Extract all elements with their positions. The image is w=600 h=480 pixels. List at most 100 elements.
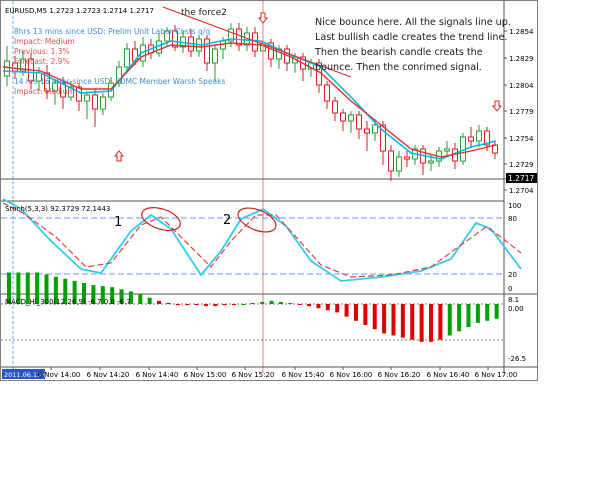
macd-bar (466, 304, 471, 328)
signal-arrow-icon (113, 150, 125, 162)
chart-window[interactable]: the force2 EURUSD,M5 1.2723 1.2723 1.271… (0, 0, 538, 381)
candle-body (116, 66, 122, 84)
candle-body (364, 128, 370, 134)
time-tick: 6 Nov 16:20 (378, 371, 421, 379)
macd-bar (269, 300, 274, 304)
macd-bar (250, 302, 255, 304)
candle-body (172, 30, 178, 48)
macd-bar (35, 272, 40, 304)
macd-bar (232, 304, 237, 306)
macd-bar (213, 304, 218, 307)
moving-average-slow (2, 42, 497, 158)
macd-bar (335, 304, 340, 313)
macd-bar (166, 302, 171, 304)
stoch-tick-80: 80 (508, 215, 517, 223)
news-previous-1: Previous: 1.3% (14, 47, 70, 56)
candle-body (68, 86, 74, 98)
stochastic-signal-line (2, 202, 522, 278)
news-impact-1: Impact: Medium (14, 37, 75, 46)
candle-body (444, 148, 450, 152)
macd-bar (175, 304, 180, 306)
main-price-pane[interactable]: the force2 EURUSD,M5 1.2723 1.2723 1.271… (1, 1, 537, 373)
candle-body (324, 84, 330, 102)
price-axis: 1.2854 1.2829 1.2804 1.2779 1.2754 1.2729 1.27… (504, 28, 534, 195)
macd-bar (447, 304, 452, 336)
price-tick: 1.2729 (509, 161, 534, 169)
news-headline-1: 8hrs 13 mins since USD: Prelim Unit Labo… (14, 27, 211, 36)
highlight-circle-2 (237, 207, 277, 233)
candle-body (476, 130, 482, 142)
macd-bar (147, 297, 152, 304)
time-tick: 6 Nov 17:00 (475, 371, 518, 379)
time-tick: 6 Nov 15:40 (282, 371, 325, 379)
macd-bar (222, 304, 227, 306)
macd-bar (363, 304, 368, 325)
macd-bar (438, 304, 443, 340)
signal-arrows (113, 12, 503, 162)
macd-bar (241, 304, 246, 305)
candle-body (388, 150, 394, 172)
macd-bar (16, 272, 21, 304)
candle-body (372, 124, 378, 134)
time-tick: 6 Nov 14:20 (87, 371, 130, 379)
macd-pane[interactable]: MACD_Hi_300(12,26,9) -6.7 0.0 -6.7 8.1 0… (1, 272, 537, 364)
candle-body (60, 82, 66, 98)
candle-body (236, 28, 242, 46)
macd-bar (63, 278, 68, 304)
macd-tick-top: 8.1 (508, 296, 519, 304)
current-price-label: 1.2717 (508, 174, 534, 183)
macd-bar (128, 291, 133, 304)
candle-body (84, 94, 90, 102)
symbol-info: EURUSD,M5 1.2723 1.2723 1.2714 1.2717 (5, 7, 154, 15)
macd-bar (203, 304, 208, 307)
candle-body (124, 48, 130, 68)
candle-body (164, 30, 170, 42)
macd-bar (91, 285, 96, 304)
price-tick: 1.2804 (509, 82, 534, 90)
macd-bar (157, 300, 162, 304)
trend-line[interactable] (162, 6, 352, 78)
stoch-marker-2: 2 (223, 213, 231, 228)
moving-average-fast (2, 38, 497, 160)
indicator-label: the force2 (181, 8, 227, 18)
candle-body (20, 58, 26, 72)
macd-bar (307, 304, 312, 307)
signal-arrow-icon (257, 12, 269, 24)
time-tick: 6 Nov 14:00 (38, 371, 81, 379)
time-axis-first-label: 2011.06.13 00 (4, 371, 52, 379)
chart-canvas[interactable]: the force2 EURUSD,M5 1.2723 1.2723 1.271… (1, 1, 537, 380)
macd-bar (325, 304, 330, 311)
candle-body (52, 82, 58, 92)
macd-bar (194, 304, 199, 306)
candle-body (4, 60, 10, 77)
candle-body (356, 114, 362, 130)
macd-bar (278, 301, 283, 304)
macd-bar (72, 280, 77, 304)
macd-bar (382, 304, 387, 334)
candle-body (332, 100, 338, 114)
stoch-label: Stoch(5,3,3) 92.3729 72.1443 (5, 205, 110, 213)
macd-bar (400, 304, 405, 338)
current-price-box (506, 173, 537, 183)
stoch-marker-1: 1 (114, 215, 122, 230)
candle-body (348, 114, 354, 122)
highlight-circle-1 (141, 207, 181, 231)
candle-body (468, 136, 474, 142)
stochastic-main-line (2, 198, 522, 282)
stochastic-pane[interactable]: 1 2 Stoch(5,3,3) 92.3729 72.1443 100 80 … (1, 198, 522, 293)
price-tick: 1.2754 (509, 135, 534, 143)
candle-body (76, 86, 82, 102)
macd-bar (353, 304, 358, 321)
macd-bar (185, 304, 190, 306)
candle-body (428, 160, 434, 164)
stoch-tick-0: 0 (508, 285, 512, 293)
candle-body (100, 96, 106, 110)
candle-body (380, 124, 386, 152)
macd-bar (428, 304, 433, 342)
news-forecast-1: Forecast: 2.9% (14, 57, 70, 66)
price-tick: 1.2779 (509, 108, 534, 116)
macd-bar (457, 304, 462, 332)
macd-bar (391, 304, 396, 336)
candle-body (92, 94, 98, 110)
candle-body (228, 28, 234, 42)
